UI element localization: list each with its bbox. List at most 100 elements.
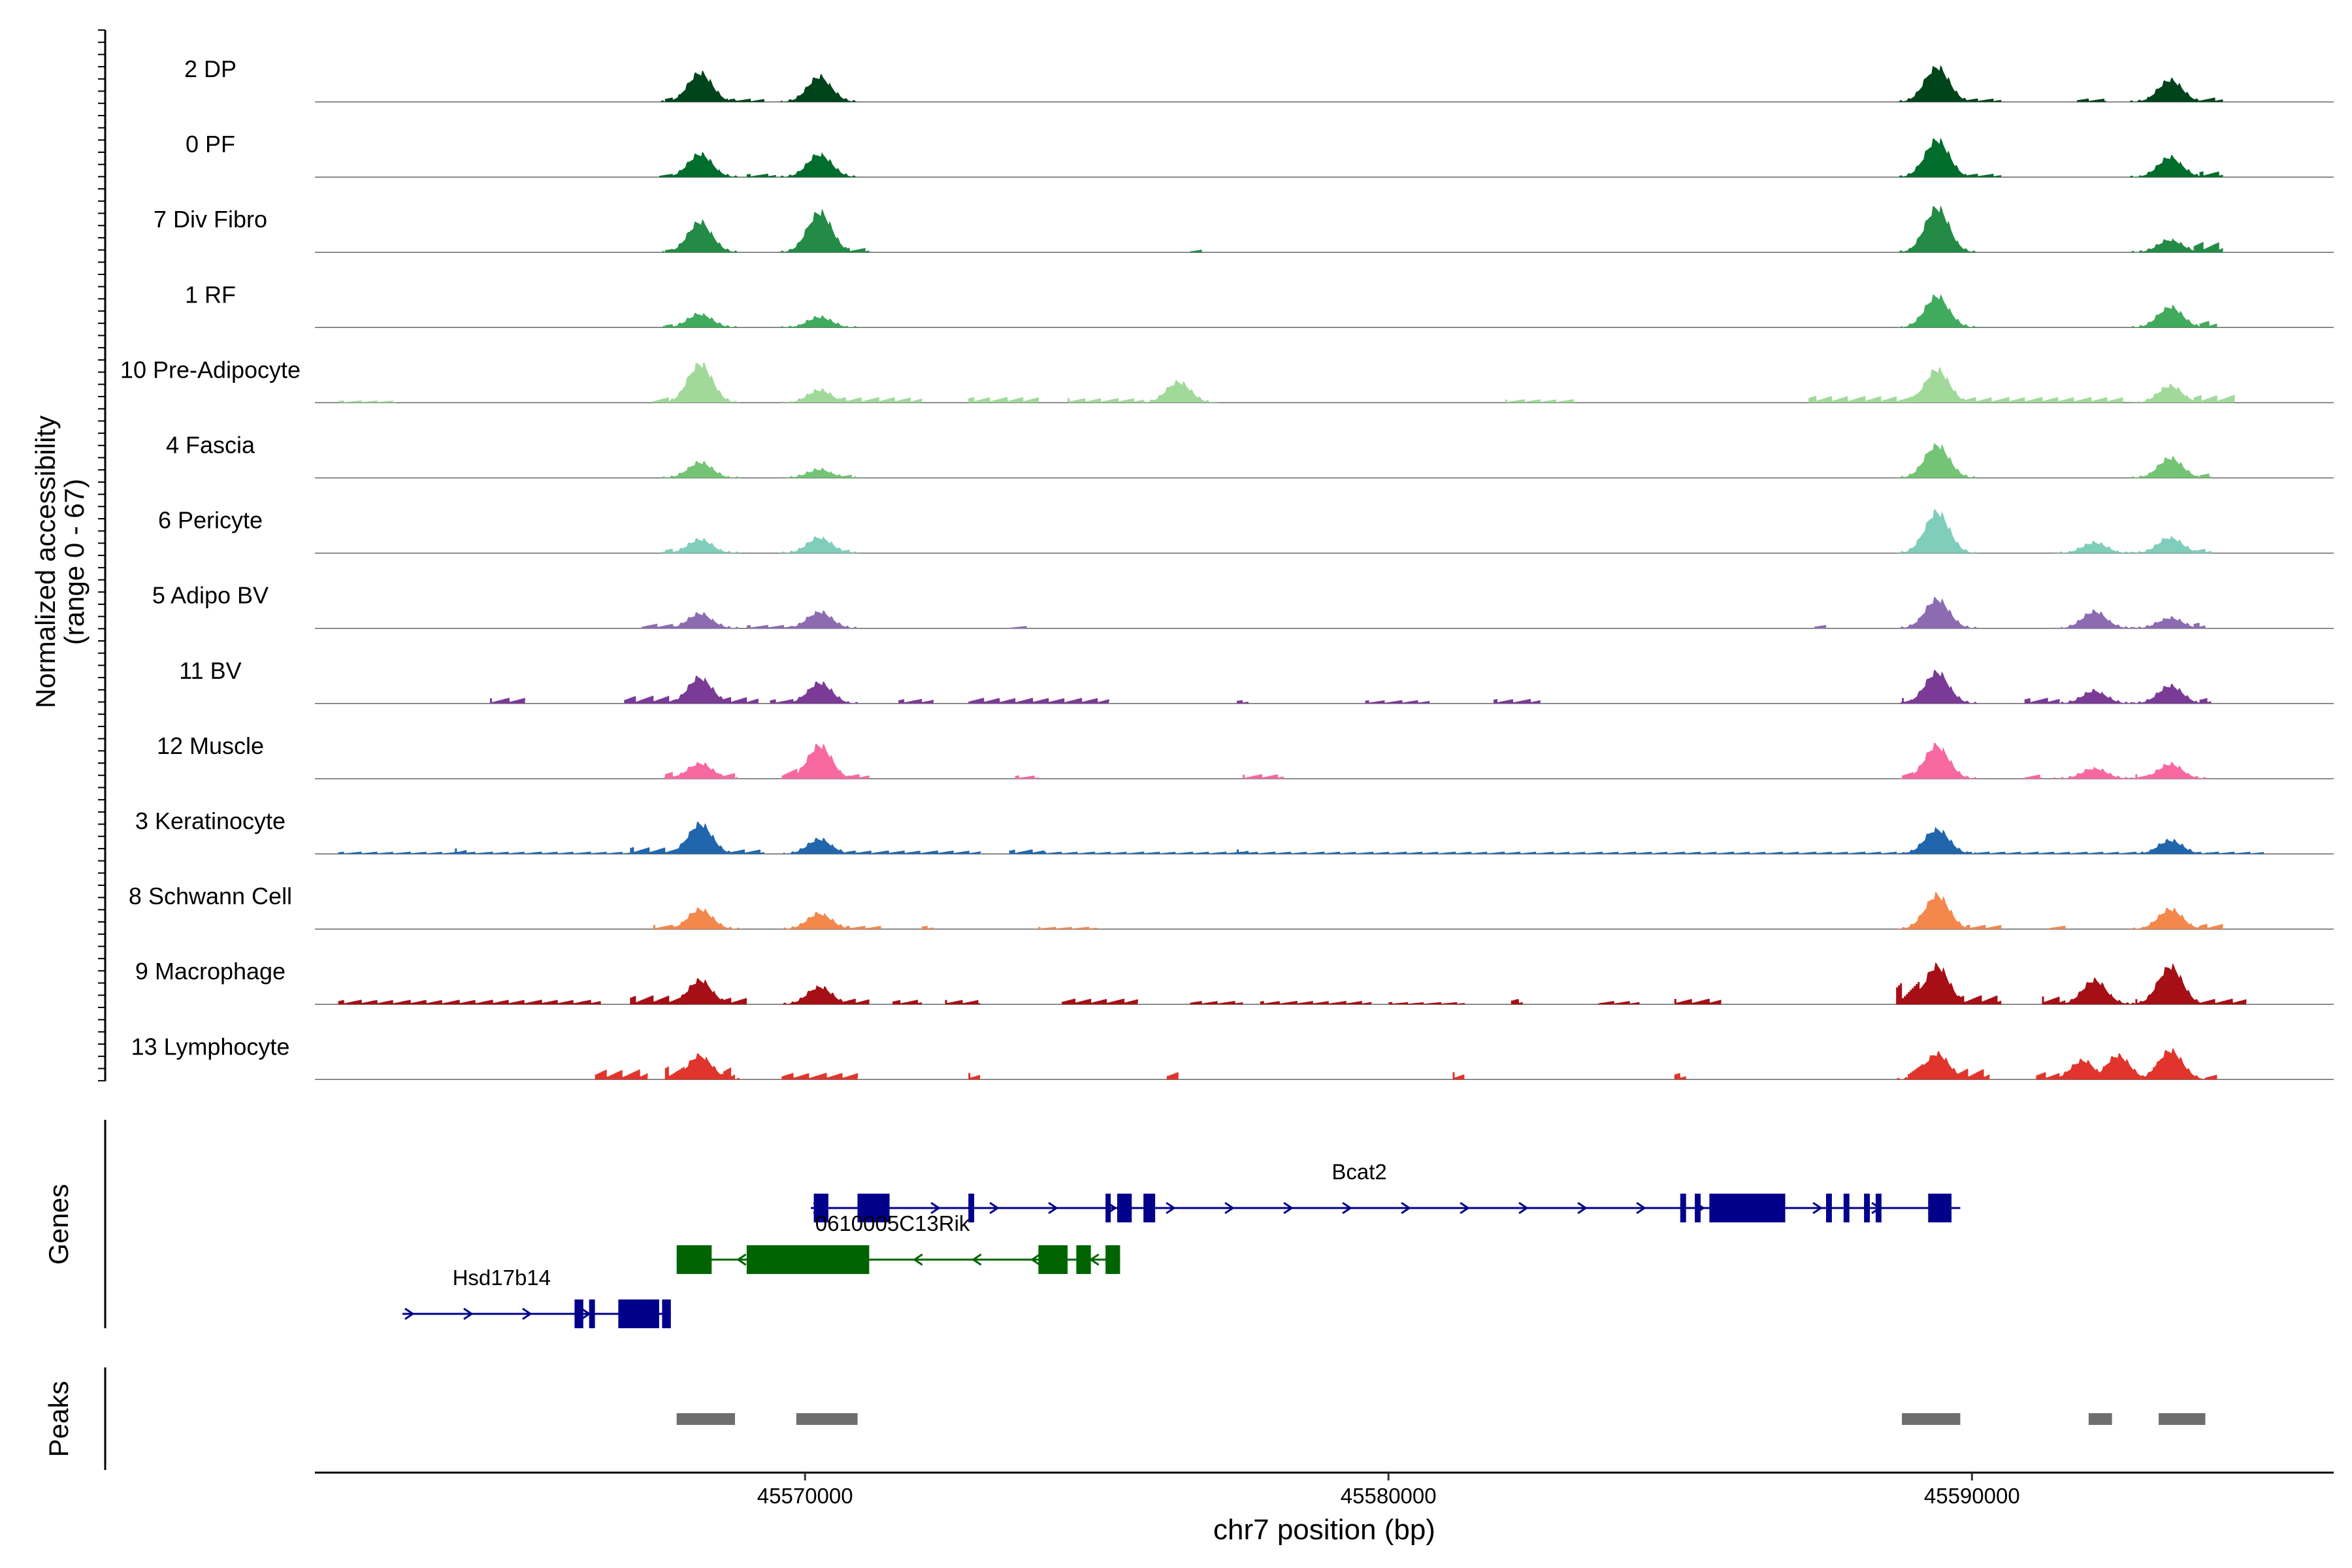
track-peak xyxy=(2129,238,2212,253)
y-axis-label: Normalized accessibility xyxy=(30,416,61,708)
track-9-macrophage: 9 Macrophage xyxy=(135,958,2334,1005)
track-3-keratinocyte: 3 Keratinocyte xyxy=(135,808,2334,855)
gene-exon xyxy=(857,1194,890,1222)
track-noise xyxy=(2077,98,2107,102)
gene-label: Bcat2 xyxy=(1331,1160,1386,1184)
track-noise xyxy=(2036,1072,2060,1080)
track-noise xyxy=(1814,625,1827,629)
track-noise xyxy=(1190,250,1202,253)
track-peak xyxy=(779,743,860,779)
track-noise xyxy=(892,1000,923,1005)
track-noise xyxy=(945,1000,981,1005)
strand-arrow xyxy=(1224,1201,1235,1215)
gene-exon xyxy=(1038,1245,1068,1274)
y-axis-label-range: (range 0 - 67) xyxy=(59,479,90,645)
gene-exon xyxy=(1843,1194,1850,1222)
track-peak xyxy=(779,911,860,930)
track-peak xyxy=(659,1053,741,1080)
gene-label: Hsd17b14 xyxy=(453,1266,551,1290)
track-peak xyxy=(2129,963,2212,1005)
track-noise xyxy=(746,625,794,629)
track-noise xyxy=(338,400,397,403)
track-noise xyxy=(1388,1002,1465,1005)
track-peak xyxy=(1896,1051,1978,1080)
track-6-pericyte: 6 Pericyte xyxy=(158,507,2334,554)
track-peak xyxy=(1896,509,1978,553)
track-noise xyxy=(968,1073,981,1080)
track-peak xyxy=(2129,384,2212,403)
track-peak xyxy=(779,610,860,629)
track-noise xyxy=(1452,1072,1465,1080)
x-tick-label: 45580000 xyxy=(1341,1484,1437,1508)
track-label: 1 RF xyxy=(185,281,236,308)
x-axis-label: chr7 position (bp) xyxy=(1213,1514,1435,1546)
track-label: 9 Macrophage xyxy=(135,958,286,985)
track-noise xyxy=(2199,171,2223,178)
track-peak xyxy=(2129,615,2212,629)
track-peak xyxy=(659,612,741,629)
track-label: 7 Div Fibro xyxy=(154,206,267,233)
track-2-dp: 2 DP xyxy=(184,56,2334,103)
track-peak xyxy=(659,152,741,178)
track-peak xyxy=(659,761,741,779)
track-8-schwann-cell: 8 Schwann Cell xyxy=(129,883,2334,930)
track-label: 3 Keratinocyte xyxy=(135,808,286,834)
track-label: 8 Schwann Cell xyxy=(129,883,292,909)
track-12-muscle: 12 Muscle xyxy=(157,732,2334,779)
track-noise xyxy=(1237,849,1249,854)
track-noise xyxy=(1674,1073,1686,1080)
gene-exon xyxy=(1117,1194,1132,1222)
track-noise xyxy=(845,926,881,930)
track-noise xyxy=(1365,700,1430,704)
track-13-lymphocyte: 13 Lymphocyte xyxy=(131,1033,2334,1081)
gene-exon xyxy=(1875,1194,1882,1222)
track-noise xyxy=(2042,996,2066,1005)
track-noise xyxy=(595,1070,648,1080)
track-peak xyxy=(779,152,860,178)
track-peak xyxy=(659,312,741,328)
track-peak xyxy=(2042,1058,2124,1080)
track-noise xyxy=(2024,698,2060,704)
track-noise xyxy=(845,850,981,854)
track-peak xyxy=(2053,540,2136,553)
track-peak xyxy=(2129,304,2212,328)
track-peak xyxy=(1896,294,1978,328)
track-peak xyxy=(779,388,860,403)
track-noise xyxy=(968,698,1110,704)
track-noise xyxy=(1009,626,1027,629)
coverage-tracks: 2 DP 0 PF 7 Div Fibro 1 RF 10 Pre-Adipocyte 4… xyxy=(120,56,2334,1081)
track-peak xyxy=(659,676,741,704)
gene-exon xyxy=(1826,1194,1832,1222)
strand-arrow xyxy=(736,1253,747,1266)
gene-exon xyxy=(1105,1245,1120,1274)
track-noise xyxy=(2193,242,2223,253)
peaks-panel xyxy=(676,1413,2206,1425)
track-noise xyxy=(845,248,870,253)
track-noise xyxy=(898,699,934,704)
strand-arrow xyxy=(1518,1201,1529,1215)
track-peak xyxy=(1896,442,1978,478)
gene-exon xyxy=(968,1194,975,1222)
track-1-rf: 1 RF xyxy=(185,281,2334,329)
track-peak xyxy=(1896,367,1978,403)
track-noise xyxy=(1511,999,1523,1005)
track-noise xyxy=(1190,1001,1243,1005)
track-peak xyxy=(2129,77,2212,102)
track-label: 11 BV xyxy=(179,657,241,684)
x-tick-label: 45590000 xyxy=(1924,1484,2020,1508)
track-noise xyxy=(1237,700,1249,704)
gene-bcat2: Bcat2 xyxy=(811,1160,1961,1222)
track-peak xyxy=(2129,1047,2212,1080)
track-noise xyxy=(1243,774,1284,779)
track-noise xyxy=(338,1000,601,1005)
gene-hsd17b14: Hsd17b14 xyxy=(402,1266,671,1328)
strand-arrow xyxy=(522,1307,532,1320)
track-peak xyxy=(779,536,860,553)
strand-arrow xyxy=(1460,1201,1470,1215)
track-noise xyxy=(2199,698,2212,704)
track-label: 4 Fascia xyxy=(166,432,255,459)
gene-exon xyxy=(1076,1245,1091,1274)
strand-arrow xyxy=(1342,1201,1352,1215)
peak-region xyxy=(796,1413,858,1425)
